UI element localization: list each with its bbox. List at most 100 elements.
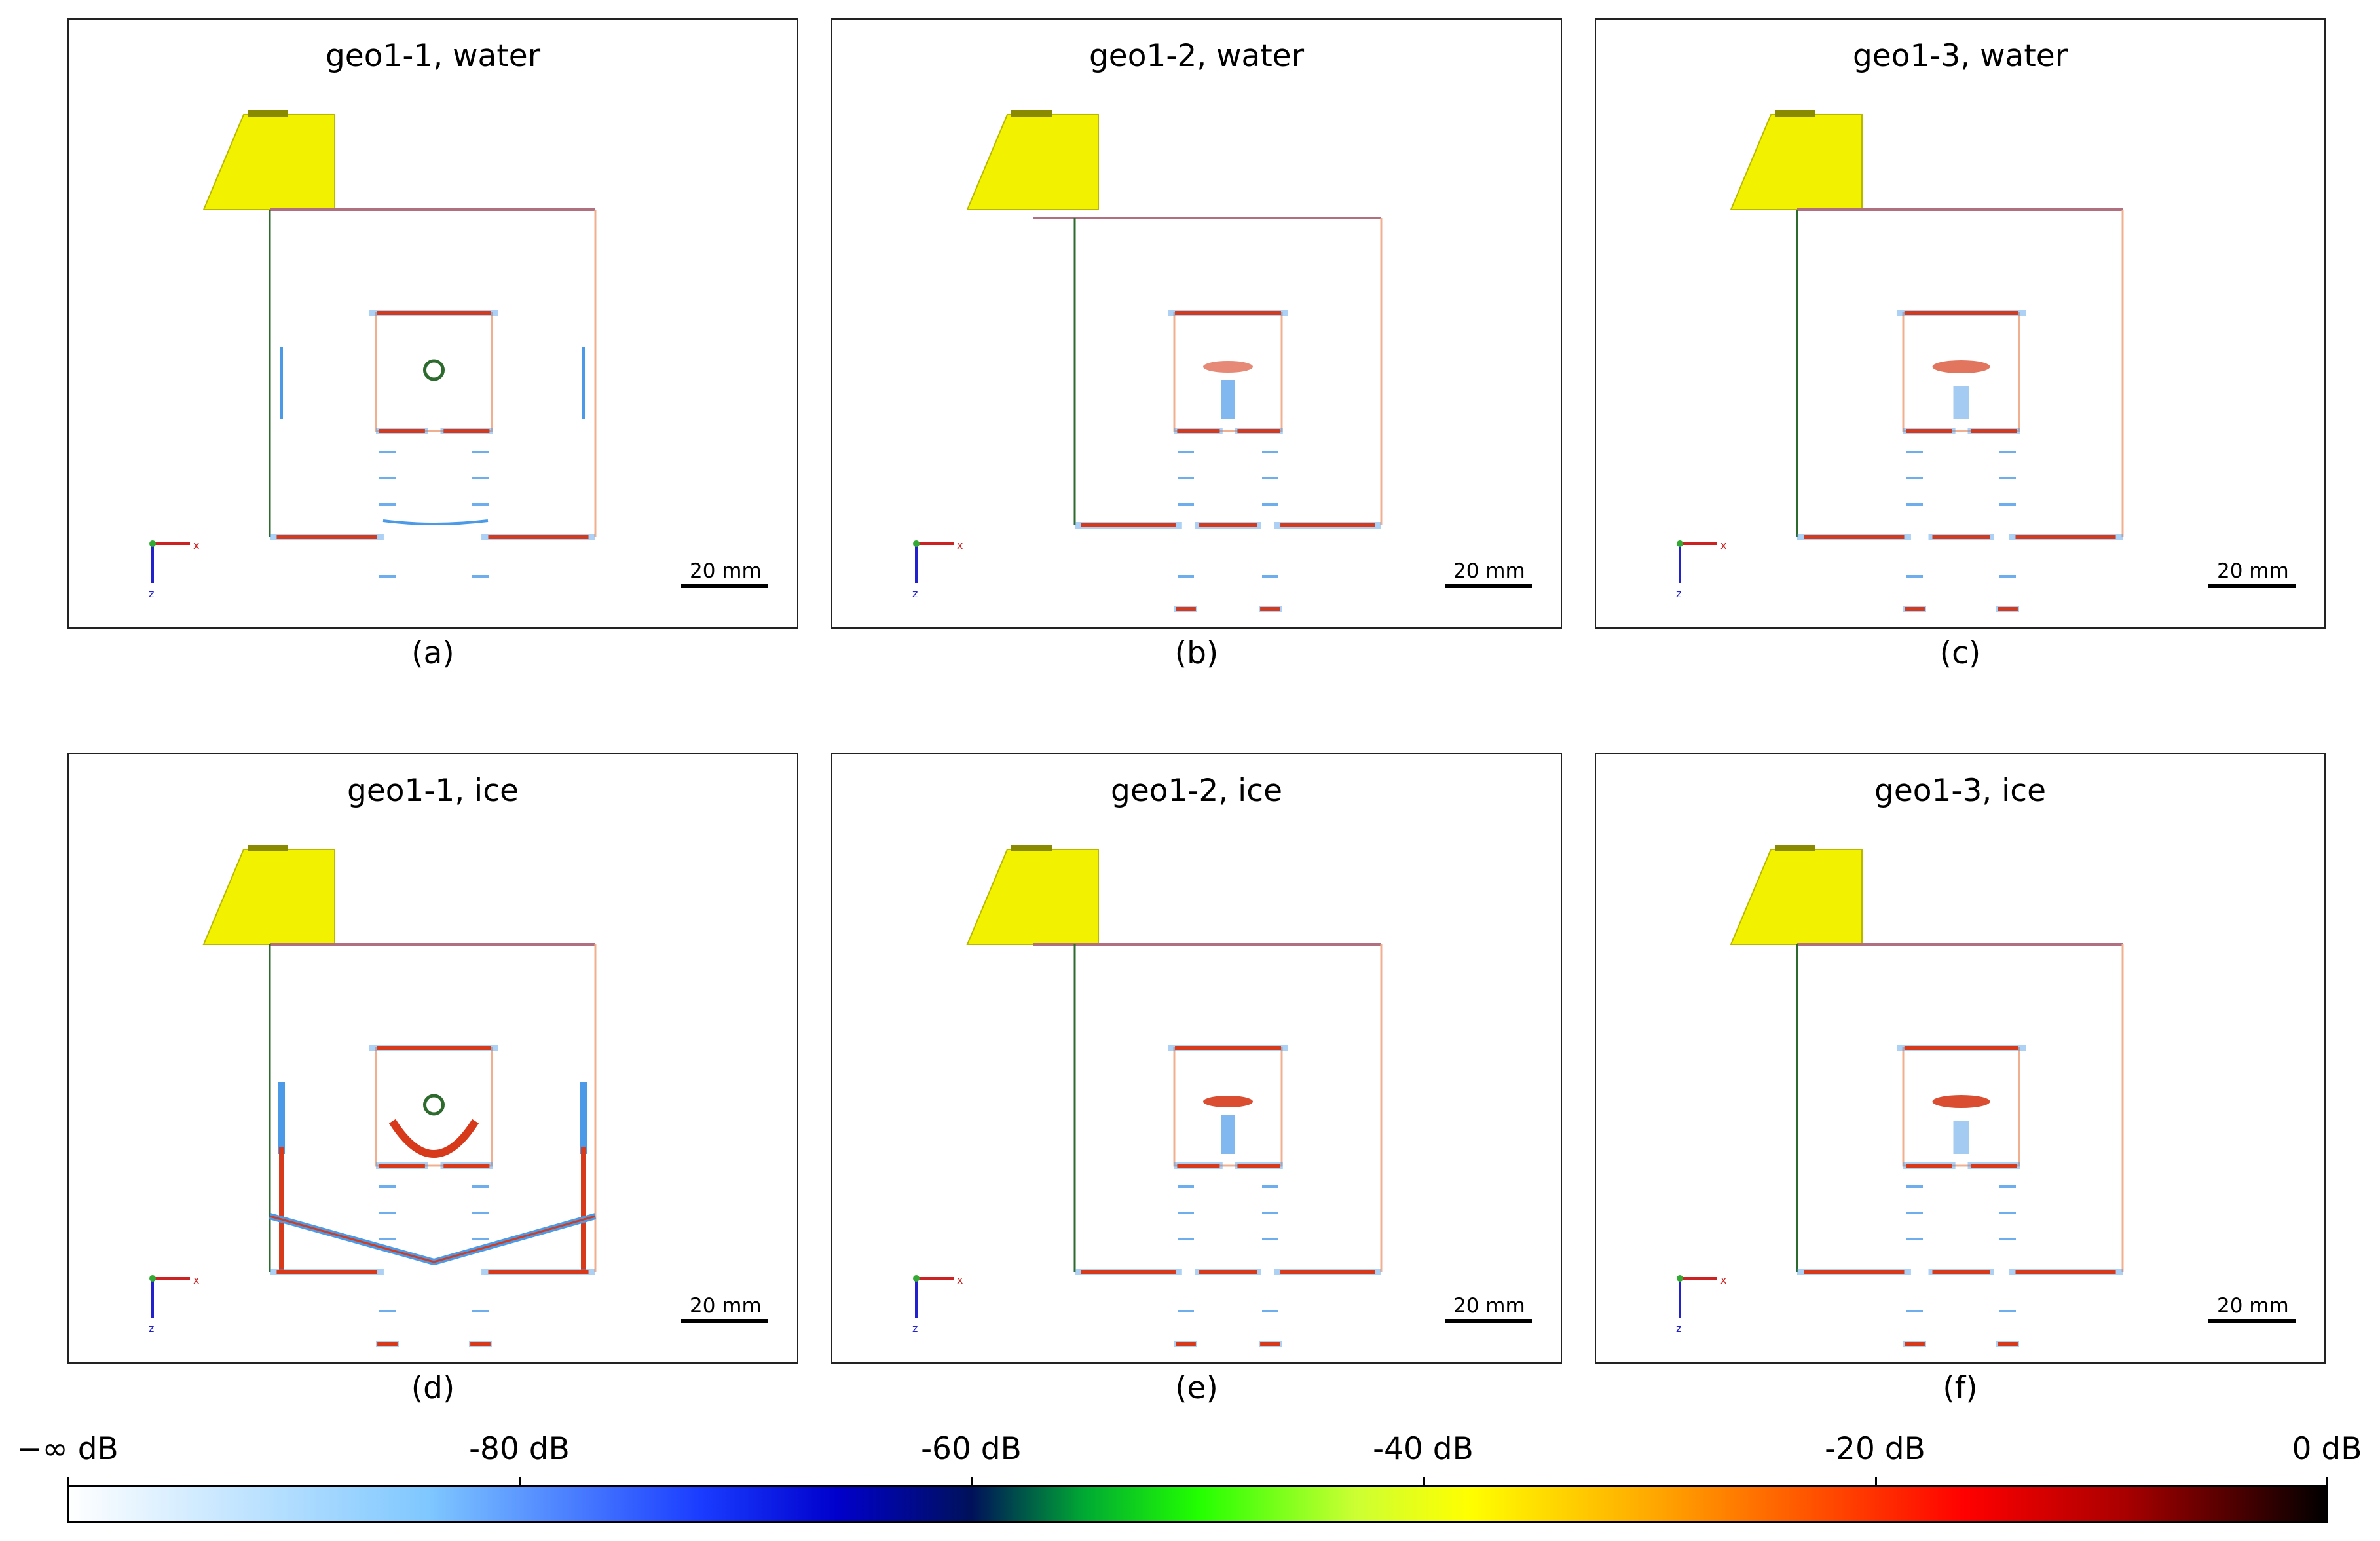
- axis-origin: [1677, 1275, 1683, 1282]
- axis-x-label: x: [193, 1274, 199, 1286]
- cavity-bottom-echo-left: [1177, 1164, 1220, 1168]
- lower-echo-right: [1998, 1342, 2018, 1346]
- lower-echo-left: [1176, 607, 1196, 611]
- panel-title: geo1-2, ice: [1111, 773, 1282, 809]
- echo-dash: [1999, 1310, 2016, 1312]
- panel-caption: (f): [1943, 1370, 1978, 1406]
- bottom-echo-left: [276, 535, 377, 539]
- echo-dash: [379, 1310, 396, 1312]
- bottom-echo-right: [488, 535, 589, 539]
- panel-title: geo1-2, water: [1088, 38, 1305, 74]
- v-echo-core: [269, 1215, 596, 1263]
- echo-dash: [1999, 1238, 2016, 1240]
- lower-echo-left: [1905, 1342, 1925, 1346]
- scale-bar-label: 20 mm: [690, 559, 762, 583]
- echo-dash: [1999, 575, 2016, 578]
- echo-dash: [1178, 1310, 1194, 1312]
- axis-z-label: z: [912, 587, 918, 600]
- cavity-top-echo: [377, 311, 491, 315]
- echo-dash: [1906, 477, 1923, 479]
- echo-dash: [1906, 1238, 1923, 1240]
- panel-caption: (e): [1175, 1370, 1218, 1406]
- panel-caption: (c): [1939, 635, 1981, 671]
- colorbar-label: 0 dB: [2292, 1431, 2362, 1467]
- echo-dash: [1906, 575, 1923, 578]
- colorbar-tick: [971, 1477, 973, 1487]
- simulation-field: xz: [912, 110, 1532, 612]
- echo-dash: [1262, 1212, 1278, 1214]
- axis-x-label: x: [193, 539, 199, 551]
- echo-dash: [1262, 575, 1278, 578]
- curved-echo: [388, 1119, 479, 1158]
- echo-dash: [472, 1310, 489, 1312]
- axis-z-label: z: [1676, 1322, 1681, 1335]
- cavity-bottom-echo-left: [379, 429, 425, 433]
- echo-dash: [379, 503, 396, 506]
- stem-echo: [1953, 386, 1969, 419]
- colorbar-label: -40 dB: [1373, 1431, 1474, 1467]
- transducer-shape: [966, 849, 1099, 945]
- echo-dash: [1262, 1310, 1278, 1312]
- v-echo: [269, 1213, 597, 1266]
- bottom-echo-left: [276, 1270, 377, 1274]
- colorbar-label: -80 dB: [469, 1431, 570, 1467]
- echo-dash: [379, 1238, 396, 1240]
- axis-z-label: z: [1676, 587, 1681, 600]
- transducer-cap: [1011, 110, 1052, 117]
- transducer-cap: [248, 845, 288, 851]
- target-echo: [1932, 360, 1990, 373]
- target-echo: [1203, 361, 1253, 373]
- axis-z-label: z: [912, 1322, 918, 1335]
- echo-dash: [1178, 1238, 1194, 1240]
- cavity-bottom-echo-right: [443, 429, 490, 433]
- cavity-bottom-echo-left: [1177, 429, 1220, 433]
- cavity-bottom-echo-right: [1971, 1164, 2017, 1168]
- axis-origin: [913, 540, 920, 547]
- echo-dash: [472, 1185, 489, 1188]
- echo-dash: [1999, 1212, 2016, 1214]
- axis-x-label: x: [1720, 1274, 1726, 1286]
- echo-dash: [1906, 1212, 1923, 1214]
- axis-x-label: x: [957, 539, 963, 551]
- panel-caption: (b): [1174, 635, 1219, 671]
- echo-dash: [1262, 477, 1278, 479]
- axis-origin: [1677, 540, 1683, 547]
- echo-dash: [1999, 503, 2016, 506]
- scale-bar-label: 20 mm: [2217, 559, 2289, 583]
- echo-dash: [1906, 1185, 1923, 1188]
- target-ring: [423, 1094, 445, 1116]
- echo-dash: [379, 477, 396, 479]
- echo-dash: [379, 575, 396, 578]
- colorbar-label: -60 dB: [921, 1431, 1022, 1467]
- panel-title: geo1-3, ice: [1874, 773, 2046, 809]
- cavity-top-echo: [1175, 1046, 1281, 1050]
- echo-dash: [1178, 575, 1194, 578]
- panel-caption: (a): [411, 635, 455, 671]
- echo-dash: [472, 1212, 489, 1214]
- transducer-cap: [1775, 845, 1815, 851]
- echo-dash: [1999, 451, 2016, 453]
- scale-bar-label: 20 mm: [1453, 559, 1525, 583]
- scale-bar-label: 20 mm: [690, 1294, 762, 1318]
- echo-dash: [1906, 1310, 1923, 1312]
- axis-x-label: x: [957, 1274, 963, 1286]
- bottom-echo-right: [1280, 523, 1375, 527]
- simulation-field: xz: [149, 110, 768, 600]
- cavity-bottom-echo-right: [1237, 429, 1280, 433]
- echo-dash: [379, 1212, 396, 1214]
- bottom-echo-center: [1199, 523, 1257, 527]
- echo-dash: [1262, 451, 1278, 453]
- colorbar-tick: [519, 1477, 521, 1487]
- echo-dash: [1262, 1185, 1278, 1188]
- panel-caption: (d): [411, 1370, 455, 1406]
- target-echo: [1203, 1096, 1253, 1107]
- cavity-bottom-echo-right: [1237, 1164, 1280, 1168]
- simulation-field: xz: [1676, 845, 2296, 1347]
- colorbar-label: −∞ dB: [16, 1431, 119, 1467]
- bottom-echo-left: [1804, 535, 1905, 539]
- echo-dash: [1178, 1212, 1194, 1214]
- lower-echo-right: [1260, 1342, 1280, 1346]
